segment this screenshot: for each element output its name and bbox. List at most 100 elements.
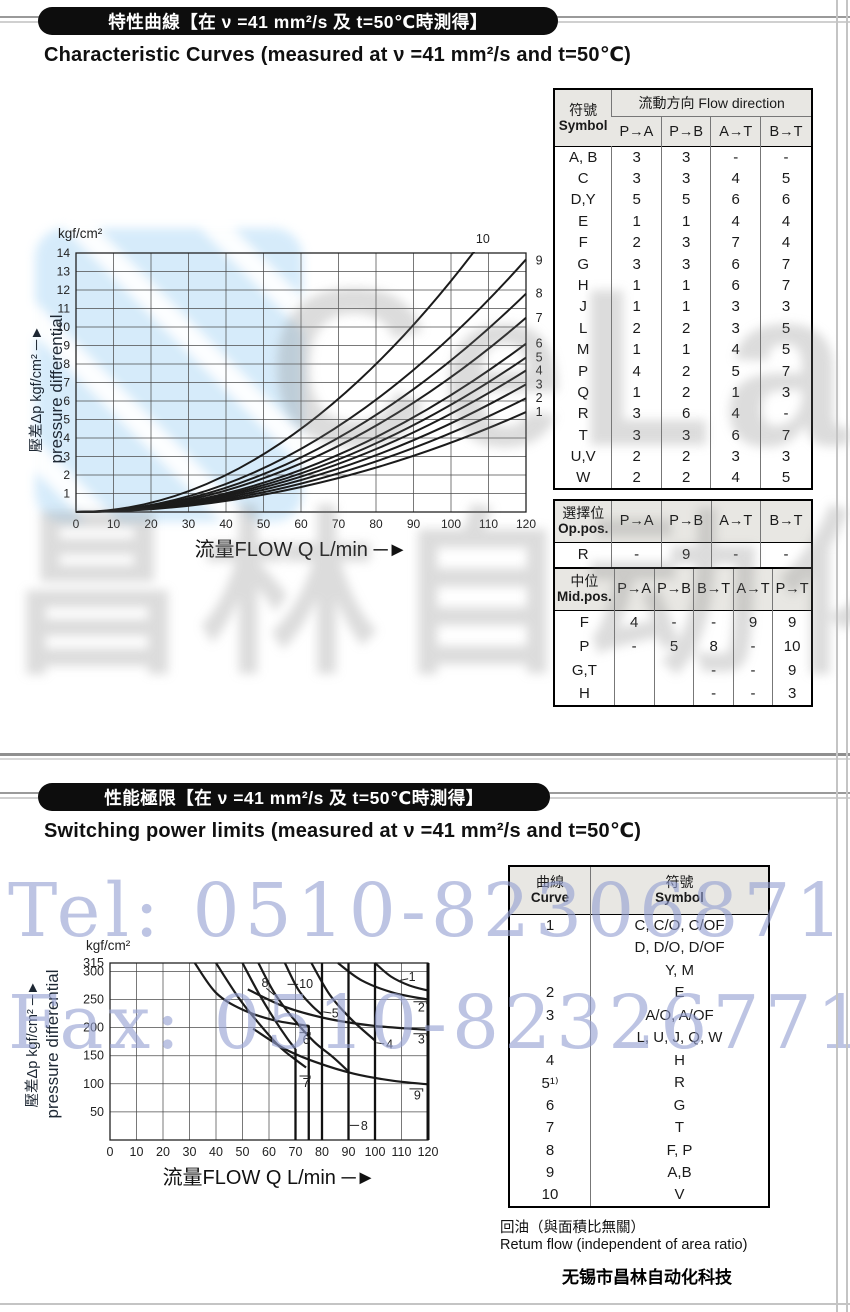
table-cell: P [578,362,589,380]
svg-text:9: 9 [536,253,543,267]
svg-text:30: 30 [182,517,196,531]
column-header: B→T [759,116,812,147]
table-cell: 1 [710,381,761,404]
table-cell: 3 [660,424,711,446]
svg-text:3: 3 [536,377,543,391]
svg-text:12: 12 [57,283,71,297]
table-cell [509,1027,591,1050]
svg-text:100: 100 [441,517,461,531]
table-cell: P [579,637,590,655]
table-cell: 1 [660,296,711,318]
table-row: P -5 8-10 [554,634,812,658]
svg-text:2: 2 [536,391,543,405]
curve-6 [193,962,309,1028]
table-cell: 4 [710,403,761,425]
table-cell: - [759,146,812,168]
section2-title: 性能極限【在 ν =41 mm²/s 及 t=50℃時測得】 [104,787,484,808]
table-cell: 10 [772,634,812,658]
table-cell: 3 [710,317,761,340]
table-cell [613,658,655,682]
svg-text:100: 100 [83,1077,104,1091]
section1-title-pill: 特性曲線【在 ν =41 mm²/s 及 t=50℃時測得】 [38,7,558,35]
table-cell: - [732,634,773,658]
table-cell: 5 [759,339,812,361]
table-cell: 1 [611,339,662,361]
svg-text:20: 20 [144,517,158,531]
svg-text:流量FLOW Q L/min ─►: 流量FLOW Q L/min ─► [163,1166,376,1189]
table-cell: 7 [759,274,812,297]
table-cell: 4 [759,232,812,254]
column-header: A→T [710,116,761,147]
table-cell: 10 [541,1186,559,1204]
table-cell: - [653,610,694,634]
curve-3 [247,988,429,1031]
table-cell: 3 [710,296,761,318]
table-row: 5¹⁾ R [509,1071,769,1094]
table-cell: 1 [611,274,662,297]
table-cell [653,682,694,706]
table-cell: 9 [545,1164,555,1182]
table-cell: 7 [759,424,812,446]
table-cell: 3 [660,232,711,254]
table-cell: Q [577,383,589,401]
svg-text:50: 50 [236,1145,250,1159]
table-row: Y, M [509,959,769,982]
svg-text:40: 40 [209,1145,223,1159]
table-cell: J [579,298,587,316]
table-cell: C [577,170,589,188]
table-cell: D,Y [570,191,596,209]
table-cell: L [579,319,588,337]
table-row: L, U, J, Q, W [509,1026,769,1050]
table-cell: 3 [759,445,812,468]
switching-limits-chart: kgf/cm² 0 10 20 30 40 50 60 70 80 90 100 110 120 50 100… [20,930,490,1200]
curve-9 [75,258,527,513]
table-cell: 3 [660,146,711,168]
table-cell: 7 [759,253,812,275]
table-cell: T [578,426,588,444]
table-cell: 4 [710,467,761,489]
svg-text:8: 8 [262,976,269,990]
table-cell: 4 [545,1051,555,1069]
section1-subtitle: Characteristic Curves (measured at ν =41… [44,44,631,66]
table-cell: 3 [545,1006,555,1024]
svg-text:10: 10 [130,1145,144,1159]
svg-text:1: 1 [409,970,416,984]
svg-text:5: 5 [536,351,543,365]
curve-10 [75,252,475,513]
table-cell [509,959,591,982]
table-cell [509,937,591,960]
table-cell: F [578,234,588,252]
svg-text:6: 6 [303,1033,310,1047]
table-cell: 4 [710,339,761,361]
table-cell: Y, M [590,959,769,982]
table-cell: - [611,542,662,568]
svg-text:40: 40 [219,517,233,531]
column-header: B→T [760,500,812,542]
table-cell: 2 [660,381,711,404]
svg-text:10: 10 [107,517,121,531]
svg-text:110: 110 [479,517,498,531]
table-cell: 3 [611,424,662,446]
table-cell: 5¹⁾ [541,1074,559,1092]
svg-text:4: 4 [386,1037,393,1051]
table-cell: R [590,1071,769,1094]
svg-text:kgf/cm²: kgf/cm² [58,226,103,241]
table-cell: - [693,610,734,634]
table-cell: H [577,277,589,295]
mid-table-body: F 4- -9 9 P -5 8-10 G,T - -9 H - -3 [554,610,812,706]
svg-text:5: 5 [332,1007,339,1021]
note-en: Retum flow (independent of area ratio) [500,1237,748,1253]
table-cell: E [578,212,589,230]
op-table-body: R-9-- [554,542,812,568]
column-header: P→A [611,116,662,147]
